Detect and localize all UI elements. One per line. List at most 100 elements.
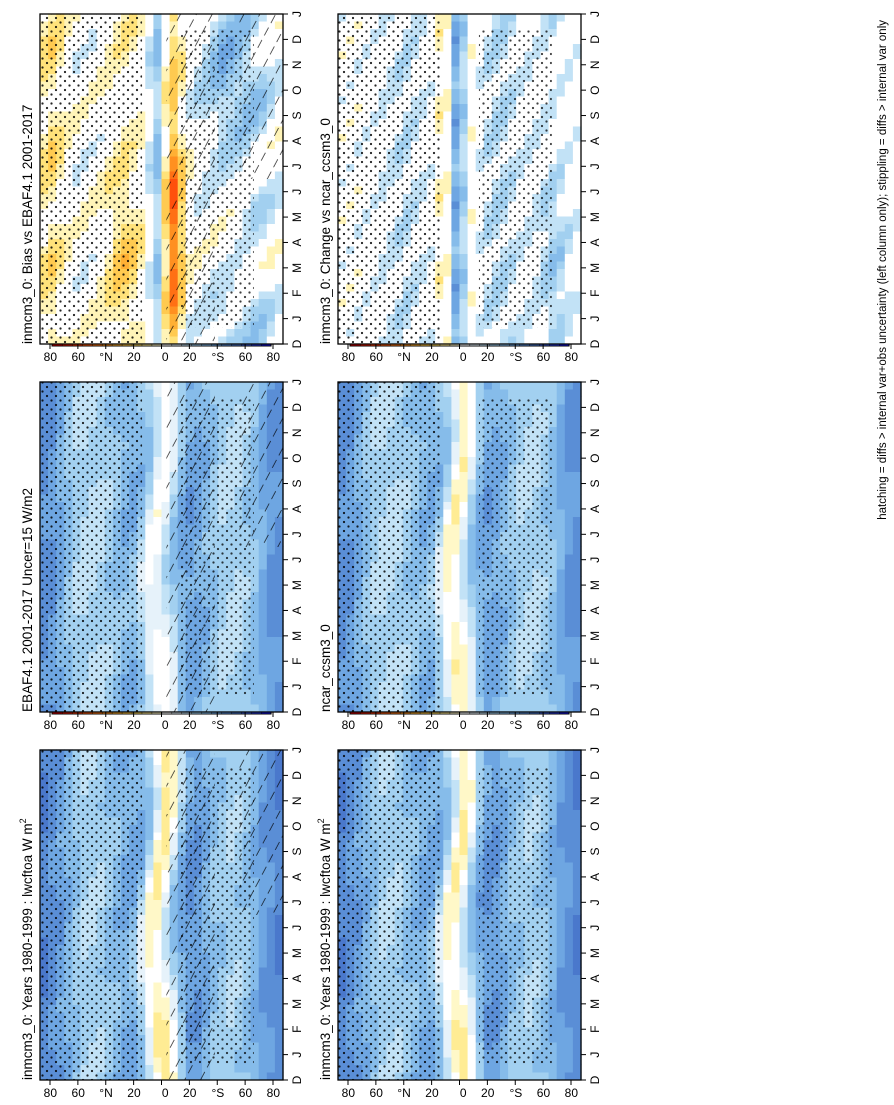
- heatmap-cell: [267, 1064, 276, 1072]
- heatmap-cell: [153, 854, 162, 862]
- heatmap-cell: [565, 1034, 574, 1042]
- heatmap-cell: [145, 531, 154, 539]
- heatmap-cell: [460, 802, 469, 810]
- heatmap-cell: [573, 546, 582, 554]
- heatmap-cell: [451, 1034, 460, 1042]
- heatmap-cell: [267, 621, 276, 629]
- latitude-tick-label: 80: [565, 1086, 579, 1100]
- latitude-tick-label: 80: [44, 718, 58, 732]
- heatmap-cell: [275, 922, 284, 930]
- heatmap-cell: [275, 606, 284, 614]
- heatmap-cell: [573, 937, 582, 945]
- heatmap-cell: [443, 892, 452, 900]
- heatmap-cell: [565, 839, 574, 847]
- heatmap-cell: [443, 989, 452, 997]
- heatmap-cell: [565, 787, 574, 795]
- heatmap-cell: [573, 591, 582, 599]
- heatmap-cell: [573, 832, 582, 840]
- heatmap-cell: [468, 704, 477, 712]
- heatmap-cell: [443, 794, 452, 802]
- heatmap-cell: [565, 832, 574, 840]
- heatmap-cell: [267, 929, 276, 937]
- heatmap-cell: [451, 944, 460, 952]
- heatmap-cell: [153, 809, 162, 817]
- heatmap-cell: [145, 659, 154, 667]
- heatmap-cell: [451, 952, 460, 960]
- heatmap-cell: [443, 651, 452, 659]
- heatmap-cell: [451, 629, 460, 637]
- heatmap-cell: [145, 434, 154, 442]
- heatmap-cell: [259, 546, 268, 554]
- heatmap-cell: [451, 584, 460, 592]
- heatmap-cell: [460, 531, 469, 539]
- heatmap-cell: [153, 944, 162, 952]
- heatmap-cell: [443, 614, 452, 622]
- heatmap-cell: [468, 914, 477, 922]
- latitude-tick-label: °N: [397, 1086, 410, 1100]
- heatmap-cell: [267, 696, 276, 704]
- heatmap-cell: [145, 989, 154, 997]
- heatmap-cell: [532, 757, 541, 765]
- heatmap-cell: [275, 591, 284, 599]
- heatmap-cell: [565, 854, 574, 862]
- heatmap-cell: [145, 794, 154, 802]
- heatmap-cell: [557, 591, 566, 599]
- heatmap-cell: [145, 929, 154, 937]
- heatmap-cell: [267, 1004, 276, 1012]
- heatmap-cell: [460, 1042, 469, 1050]
- heatmap-cell: [573, 959, 582, 967]
- heatmap-cell: [443, 982, 452, 990]
- heatmap-cell: [565, 614, 574, 622]
- heatmap-cell: [153, 426, 162, 434]
- heatmap-cell: [565, 869, 574, 877]
- heatmap-cell: [259, 1019, 268, 1027]
- heatmap-cell: [460, 764, 469, 772]
- hatching-tropics: [166, 750, 215, 1080]
- heatmap-cell: [259, 689, 268, 697]
- heatmap-cell: [460, 681, 469, 689]
- heatmap-cell: [557, 802, 566, 810]
- heatmap-cell: [267, 1072, 276, 1080]
- heatmap-cell: [145, 787, 154, 795]
- heatmap-cell: [443, 877, 452, 885]
- heatmap-cell: [451, 959, 460, 967]
- heatmap-cell: [251, 704, 260, 712]
- heatmap-cell: [549, 696, 558, 704]
- heatmap-cell: [573, 817, 582, 825]
- heatmap-cell: [573, 1004, 582, 1012]
- heatmap-cell: [460, 869, 469, 877]
- heatmap-cell: [267, 576, 276, 584]
- heatmap-cell: [267, 967, 276, 975]
- heatmap-cell: [565, 877, 574, 885]
- heatmap-cell: [267, 1027, 276, 1035]
- heatmap-cell: [451, 599, 460, 607]
- heatmap-cell: [557, 877, 566, 885]
- heatmap-cell: [145, 576, 154, 584]
- heatmap-cell: [259, 914, 268, 922]
- heatmap-cell: [460, 704, 469, 712]
- heatmap-cell: [153, 1004, 162, 1012]
- heatmap-cell: [557, 1072, 566, 1080]
- heatmap-cell: [460, 959, 469, 967]
- month-tick-label: M: [290, 580, 304, 590]
- heatmap-cell: [145, 614, 154, 622]
- heatmap-cell: [541, 704, 550, 712]
- heatmap-cell: [484, 1072, 493, 1080]
- latitude-tick-label: 60: [72, 718, 86, 732]
- heatmap-cell: [145, 644, 154, 652]
- heatmap-cell: [275, 1057, 284, 1065]
- heatmap-cell: [468, 787, 477, 795]
- heatmap-cell: [145, 396, 154, 404]
- heatmap-cell: [267, 704, 276, 712]
- heatmap-cell: [259, 614, 268, 622]
- heatmap-cell: [468, 696, 477, 704]
- heatmap-cell: [557, 817, 566, 825]
- heatmap-cell: [557, 524, 566, 532]
- heatmap-cell: [443, 884, 452, 892]
- heatmap-cell: [267, 614, 276, 622]
- heatmap-cell: [565, 696, 574, 704]
- heatmap-cell: [267, 1012, 276, 1020]
- heatmap-cell: [218, 389, 227, 397]
- heatmap-cell: [468, 674, 477, 682]
- heatmap-cell: [145, 1049, 154, 1057]
